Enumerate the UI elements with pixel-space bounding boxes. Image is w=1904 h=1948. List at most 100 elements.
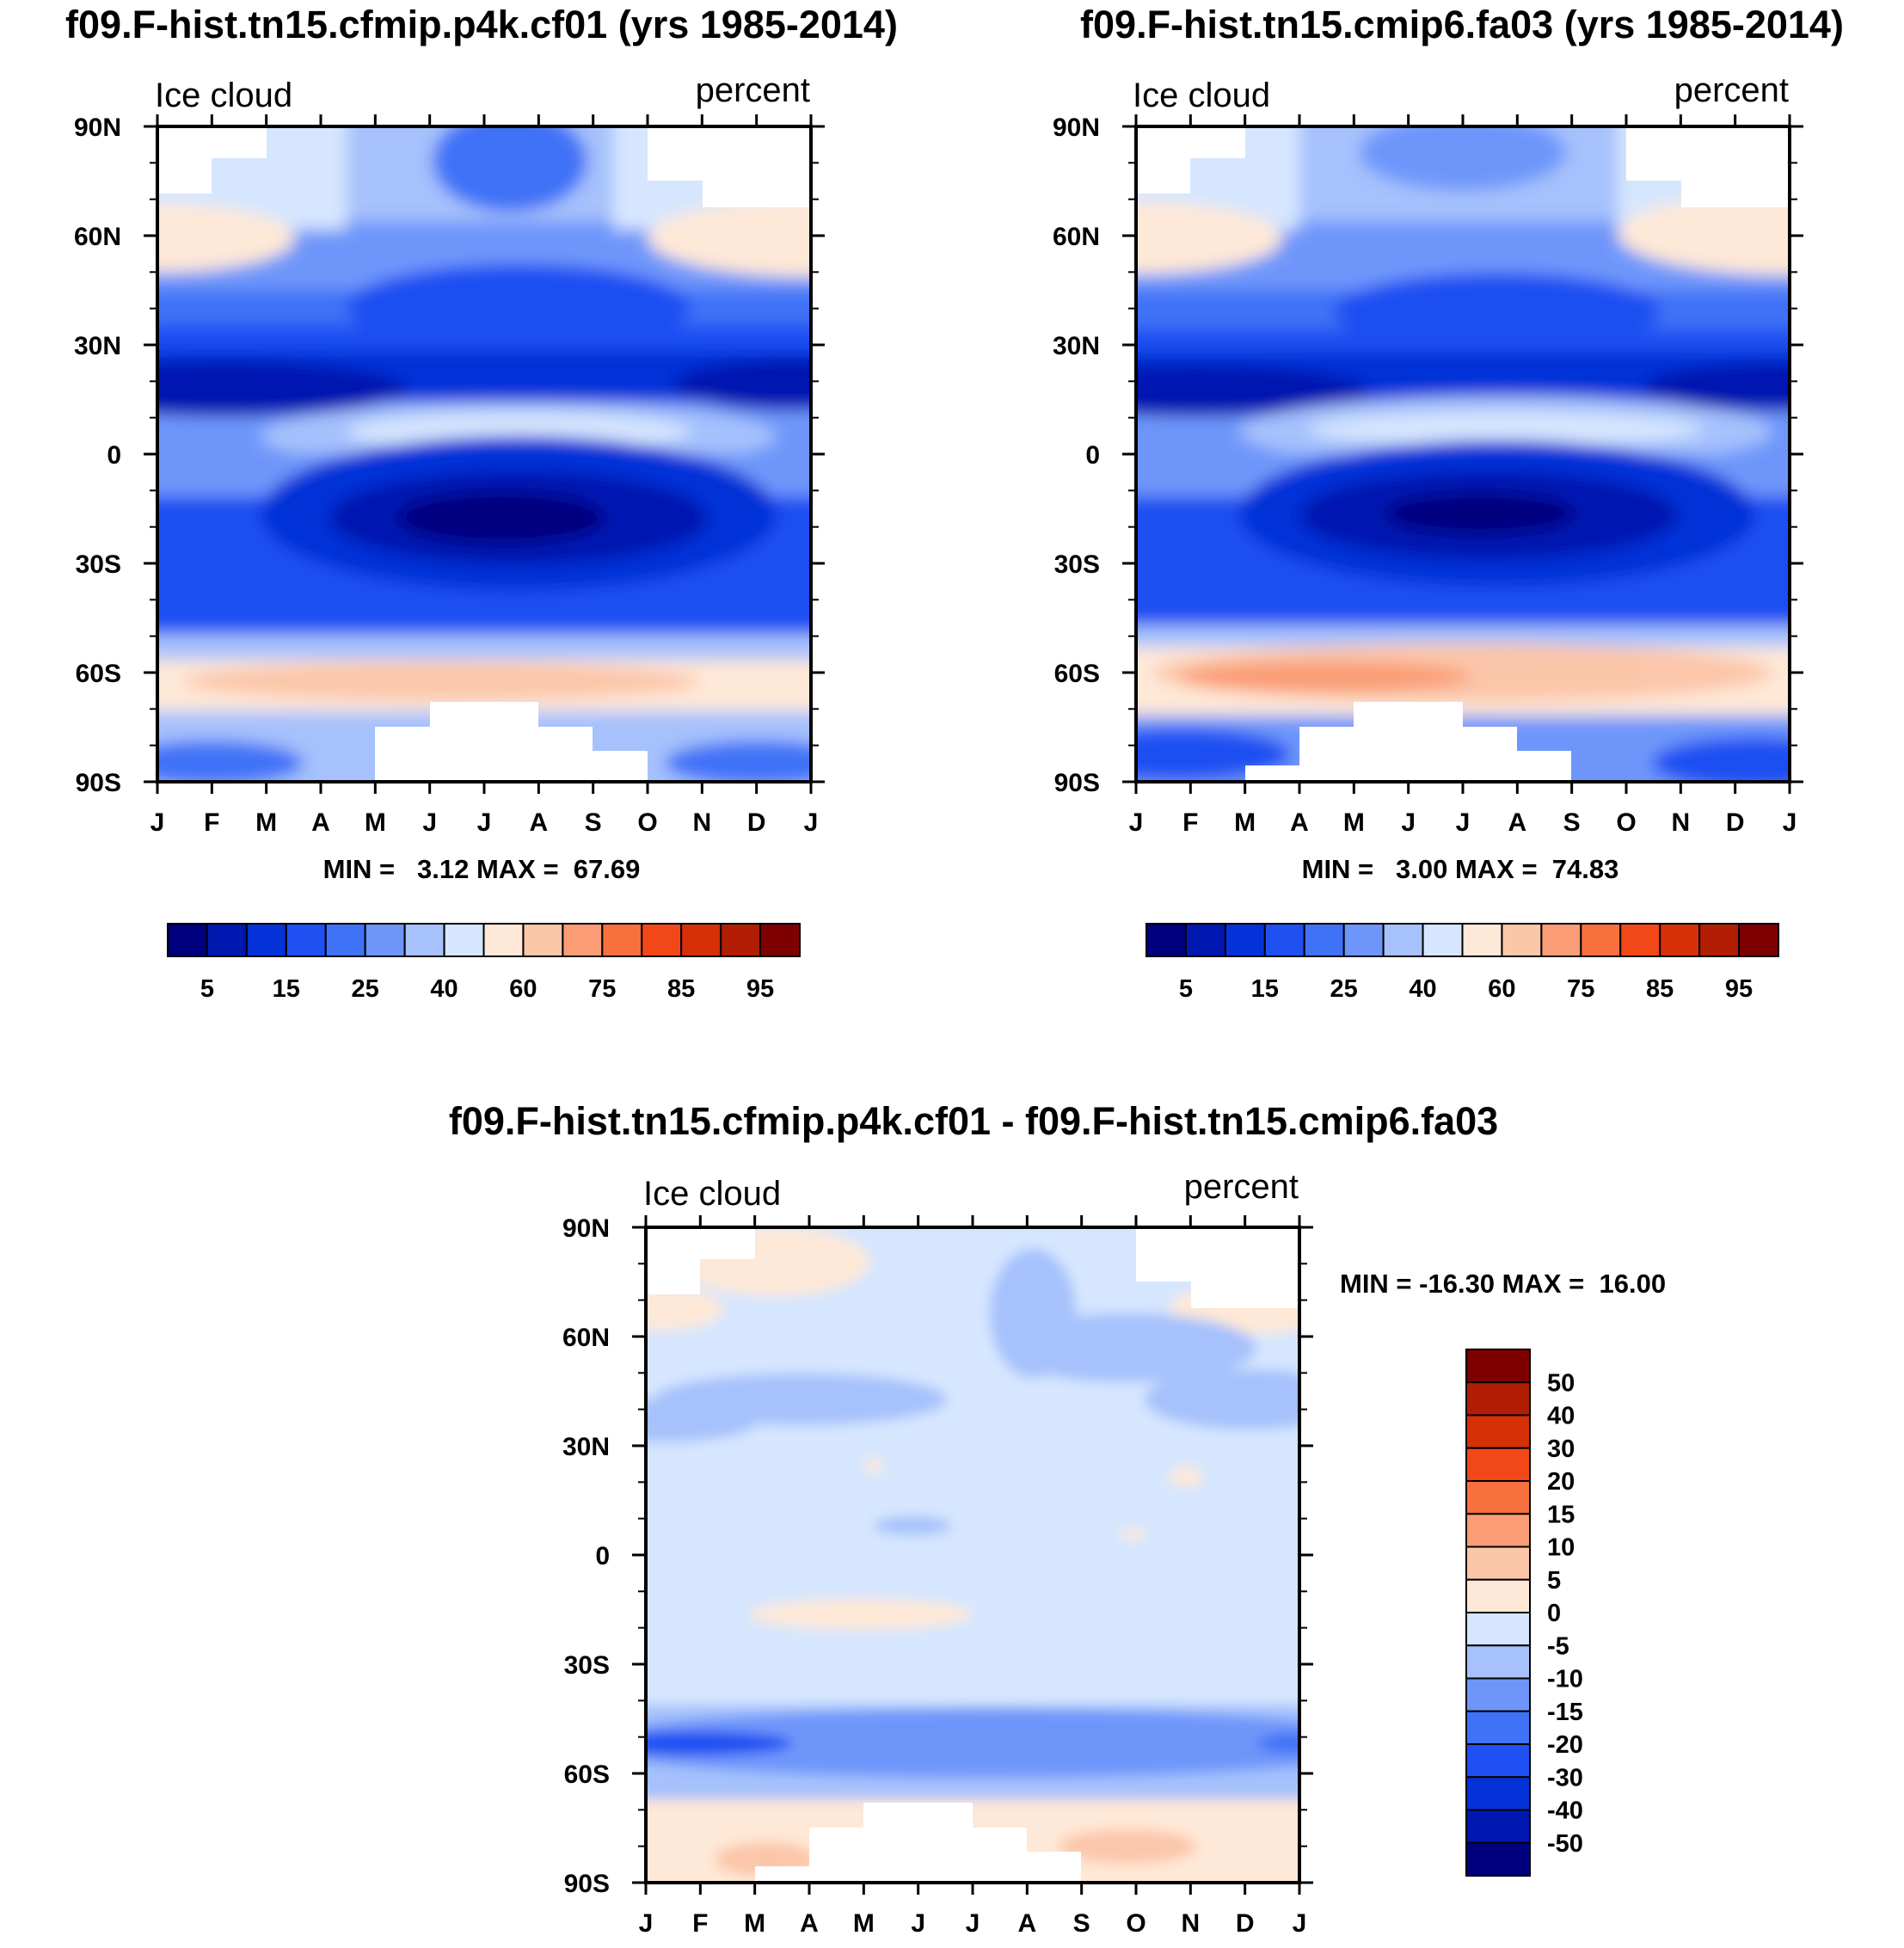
colorbar-label: 75 bbox=[1567, 975, 1594, 1003]
colorbar-box bbox=[562, 923, 604, 957]
colorbar-box bbox=[1184, 923, 1226, 957]
colorbar-box bbox=[167, 923, 208, 957]
x-tick-label: M bbox=[365, 808, 386, 837]
x-tick-label: J bbox=[1293, 1909, 1307, 1938]
y-tick-label: 30S bbox=[76, 550, 121, 579]
panel-3-left-label: Ice cloud bbox=[643, 1175, 781, 1213]
panel-1-left-label: Ice cloud bbox=[155, 77, 292, 114]
colorbar-label: 20 bbox=[1547, 1468, 1575, 1496]
x-tick-label: J bbox=[639, 1909, 654, 1938]
y-tick-label: 30N bbox=[1053, 332, 1100, 360]
colorbar-box bbox=[364, 923, 406, 957]
colorbar-box bbox=[1465, 1578, 1531, 1613]
colorbar-box bbox=[1465, 1809, 1531, 1844]
colorbar-box bbox=[403, 923, 445, 957]
colorbar-box bbox=[1698, 923, 1741, 957]
colorbar-label: 60 bbox=[509, 975, 537, 1003]
panel-2-left-label: Ice cloud bbox=[1133, 77, 1270, 114]
colorbar-label: 30 bbox=[1547, 1435, 1575, 1463]
colorbar-box bbox=[443, 923, 485, 957]
y-tick-label: 90S bbox=[1054, 769, 1100, 797]
colorbar-label: 85 bbox=[667, 975, 695, 1003]
y-tick-label: 30S bbox=[564, 1651, 610, 1680]
y-tick-label: 90S bbox=[564, 1870, 610, 1898]
colorbar-box bbox=[1540, 923, 1582, 957]
x-tick-label: F bbox=[204, 808, 219, 837]
y-tick-label: 60N bbox=[562, 1324, 610, 1352]
y-tick-label: 30N bbox=[74, 332, 121, 360]
x-tick-label: N bbox=[692, 808, 711, 837]
colorbar-box bbox=[285, 923, 327, 957]
colorbar-label: 0 bbox=[1547, 1600, 1561, 1627]
x-tick-label: M bbox=[744, 1909, 765, 1938]
x-tick-label: J bbox=[1783, 808, 1797, 837]
colorbar-box bbox=[601, 923, 643, 957]
panel-1: f09.F-hist.tn15.cfmip.p4k.cf01 (yrs 1985… bbox=[65, 3, 898, 1003]
colorbar-box bbox=[1224, 923, 1266, 957]
colorbar-label: -30 bbox=[1547, 1764, 1583, 1791]
colorbar-box bbox=[720, 923, 762, 957]
colorbar-box bbox=[1465, 1349, 1531, 1384]
colorbar-box bbox=[1659, 923, 1701, 957]
y-tick-label: 60S bbox=[1054, 660, 1100, 688]
x-tick-label: M bbox=[853, 1909, 875, 1938]
colorbar-label: 85 bbox=[1646, 975, 1674, 1003]
x-tick-label: A bbox=[529, 808, 548, 837]
x-tick-label: O bbox=[1616, 808, 1636, 837]
panel-2-right-label: percent bbox=[1674, 71, 1789, 109]
x-tick-label: J bbox=[804, 808, 819, 837]
colorbar-box bbox=[1145, 923, 1187, 957]
colorbar-label: -40 bbox=[1547, 1797, 1583, 1825]
x-tick-label: A bbox=[1017, 1909, 1036, 1938]
y-tick-label: 90N bbox=[74, 114, 121, 142]
colorbar-label: -5 bbox=[1547, 1632, 1569, 1660]
panel-1-minmax: MIN = 3.12 MAX = 67.69 bbox=[323, 854, 641, 884]
colorbar-box bbox=[1465, 1776, 1531, 1811]
x-tick-label: N bbox=[1181, 1909, 1200, 1938]
panel-3-field bbox=[646, 1227, 1299, 1883]
colorbar-box bbox=[1465, 1513, 1531, 1548]
x-tick-label: D bbox=[1726, 808, 1745, 837]
x-tick-label: M bbox=[1234, 808, 1256, 837]
colorbar-box bbox=[1465, 1677, 1531, 1712]
colorbar-box bbox=[1580, 923, 1622, 957]
y-tick-label: 60N bbox=[1053, 223, 1100, 251]
colorbar-box bbox=[482, 923, 525, 957]
x-tick-label: S bbox=[1563, 808, 1581, 837]
y-tick-label: 30S bbox=[1054, 550, 1100, 579]
x-tick-label: M bbox=[255, 808, 277, 837]
colorbar-box bbox=[522, 923, 564, 957]
colorbar-label: -20 bbox=[1547, 1731, 1583, 1759]
x-tick-label: S bbox=[1073, 1909, 1090, 1938]
colorbar-label: 15 bbox=[273, 975, 300, 1003]
panel-2-y-axis: 90N 60N 30N 0 30S 60S 90S bbox=[1053, 114, 1803, 797]
colorbar-label: 40 bbox=[1409, 975, 1436, 1003]
panel-1-title: f09.F-hist.tn15.cfmip.p4k.cf01 (yrs 1985… bbox=[65, 3, 898, 46]
colorbar-box bbox=[759, 923, 801, 957]
panel-1-y-axis: 90N 60N 30N 0 30S 60S 90S bbox=[74, 114, 825, 797]
colorbar-label: 25 bbox=[352, 975, 379, 1003]
x-tick-label: J bbox=[477, 808, 492, 837]
colorbar-box bbox=[1465, 1644, 1531, 1680]
colorbar-box bbox=[1303, 923, 1345, 957]
colorbar-label: 25 bbox=[1330, 975, 1358, 1003]
x-tick-label: S bbox=[585, 808, 602, 837]
colorbar-label: 15 bbox=[1547, 1501, 1575, 1528]
x-tick-label: D bbox=[747, 808, 766, 837]
panel-1-field bbox=[157, 126, 811, 782]
colorbar-label: -50 bbox=[1547, 1830, 1583, 1858]
colorbar-label: -15 bbox=[1547, 1699, 1583, 1726]
colorbar-label: 40 bbox=[1547, 1403, 1575, 1430]
x-tick-label: M bbox=[1343, 808, 1365, 837]
colorbar-box bbox=[1465, 1612, 1531, 1647]
panel-3-right-label: percent bbox=[1184, 1168, 1299, 1206]
x-tick-label: F bbox=[692, 1909, 708, 1938]
colorbar-label: 50 bbox=[1547, 1369, 1575, 1397]
colorbar-box bbox=[1465, 1841, 1531, 1877]
panel-2-title: f09.F-hist.tn15.cmip6.fa03 (yrs 1985-201… bbox=[1080, 3, 1844, 46]
x-tick-label: J bbox=[1129, 808, 1144, 837]
